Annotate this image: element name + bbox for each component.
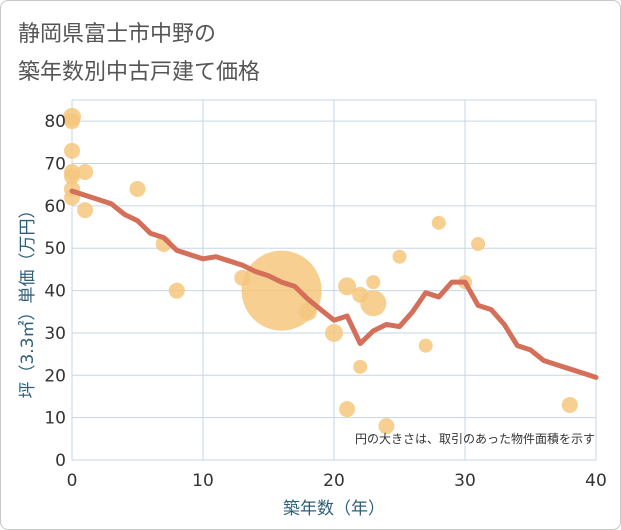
data-point	[298, 302, 317, 321]
x-tick-label: 0	[67, 471, 78, 491]
x-axis-label: 築年数（年）	[283, 499, 385, 519]
y-tick-label: 80	[44, 112, 66, 132]
data-point	[378, 418, 395, 435]
y-tick-label: 30	[44, 324, 66, 344]
data-point	[168, 282, 185, 299]
tick-labels: 0 10 20 30 40 0 10 20 30 40 50 60 70 80	[44, 112, 606, 491]
data-point	[77, 164, 94, 180]
data-point	[353, 359, 368, 374]
data-point	[360, 290, 387, 317]
x-tick-label: 30	[454, 471, 476, 491]
y-tick-label: 60	[44, 197, 66, 217]
chart-title-line1: 静岡県富士市中野の	[18, 22, 217, 47]
y-tick-label: 10	[44, 409, 66, 429]
y-axis-label: 坪（3.3㎡）単価（万円）	[18, 201, 38, 398]
data-point	[338, 277, 357, 296]
data-point	[325, 323, 343, 342]
x-tick-label: 10	[192, 471, 214, 491]
y-tick-label: 70	[44, 155, 66, 175]
y-tick-label: 40	[44, 282, 66, 302]
x-tick-label: 40	[585, 471, 607, 491]
data-point	[64, 142, 80, 159]
x-tick-label: 20	[323, 471, 345, 491]
data-point	[64, 168, 80, 185]
chart-title-line2: 築年数別中古戸建て価格	[18, 60, 261, 85]
trend-line	[69, 188, 599, 380]
data-point	[129, 180, 146, 197]
data-point	[392, 249, 407, 264]
data-point	[64, 113, 80, 130]
y-tick-label: 0	[55, 451, 66, 471]
data-point	[431, 215, 446, 230]
size-note: 円の大きさは、取引のあった物件面積を示す	[355, 431, 595, 446]
data-point	[77, 202, 94, 219]
y-tick-label: 50	[44, 239, 66, 259]
y-tick-label: 20	[44, 366, 66, 386]
data-point	[339, 401, 356, 418]
data-point	[418, 338, 433, 353]
data-point	[561, 396, 578, 413]
data-point	[471, 237, 486, 251]
data-point	[366, 275, 381, 290]
